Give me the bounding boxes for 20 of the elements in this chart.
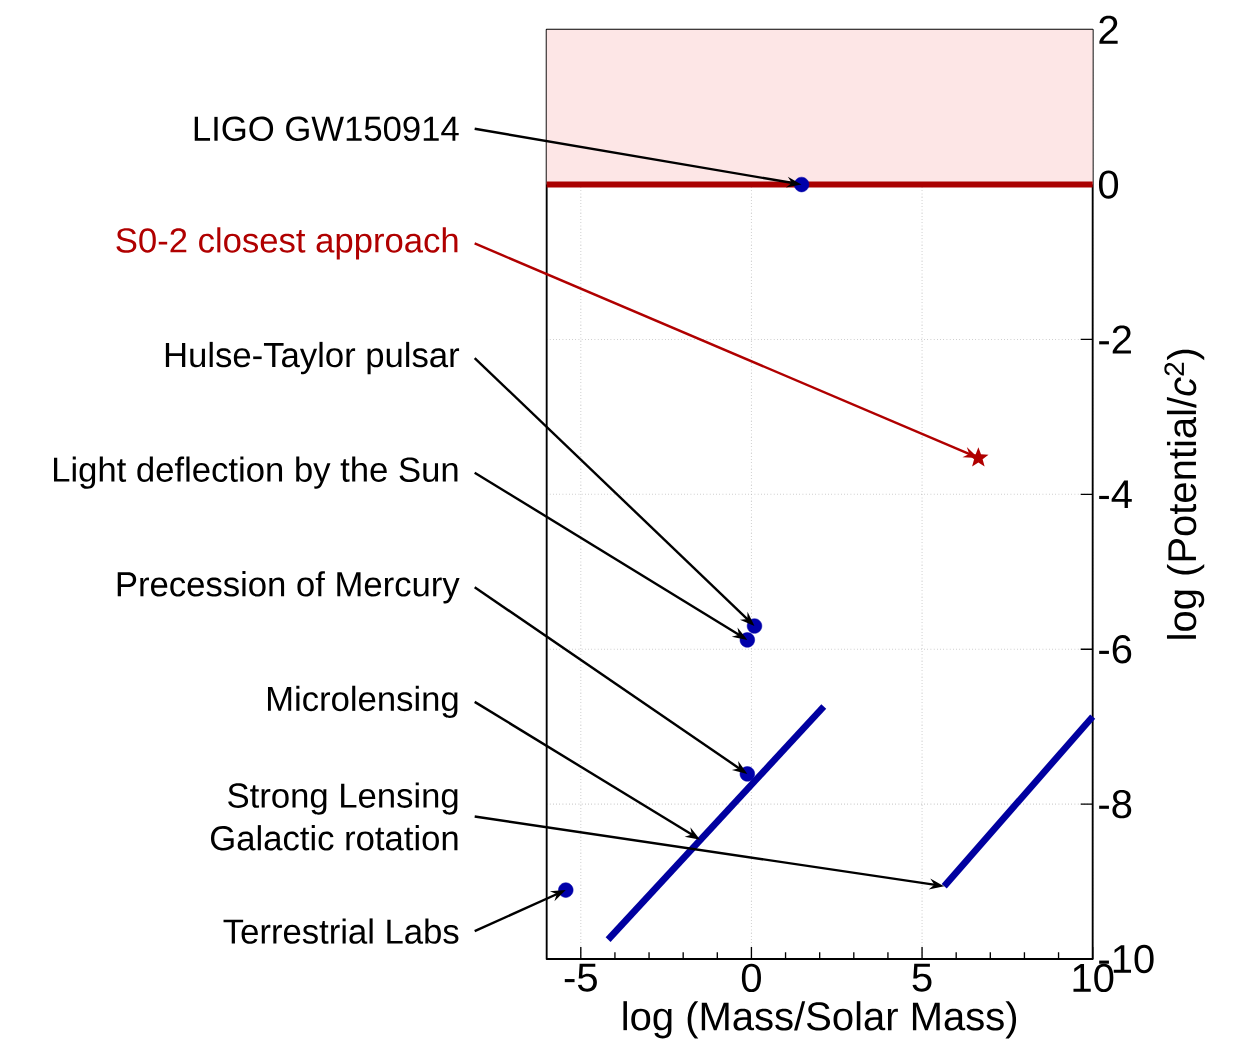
annotation: Terrestrial Labs [223, 918, 459, 944]
annotation: Galactic rotation [210, 825, 458, 851]
y-tick-label: -2 [1099, 325, 1131, 354]
y-tick-label: -4 [1099, 480, 1132, 509]
text: S0-2 closest approach [116, 227, 458, 260]
y-axis-title: log (Potential/c$^{2}$) [1164, 349, 1205, 639]
annotation: Hulse-Taylor pulsar [165, 341, 460, 375]
x-tick-label: 5 [912, 963, 932, 992]
annotation: Strong Lensing [228, 782, 458, 815]
y-tick-label: -8 [1099, 789, 1132, 819]
y-tick-label: 2 [1099, 15, 1118, 44]
y-tick-label: -6 [1099, 635, 1132, 664]
annotation: Light deflection by the Sun [54, 456, 458, 489]
annotation: Microlensing [267, 685, 458, 719]
x-tick-label: -5 [564, 963, 597, 992]
y-tick-label: 0 [1098, 170, 1119, 199]
x-axis-title: log (Mass/Solar Mass) [623, 1001, 1017, 1039]
x-tick-label: 0 [741, 963, 761, 993]
annotation: LIGO GW150914 [194, 116, 459, 142]
annotation: Precession of Mercury [117, 571, 460, 604]
